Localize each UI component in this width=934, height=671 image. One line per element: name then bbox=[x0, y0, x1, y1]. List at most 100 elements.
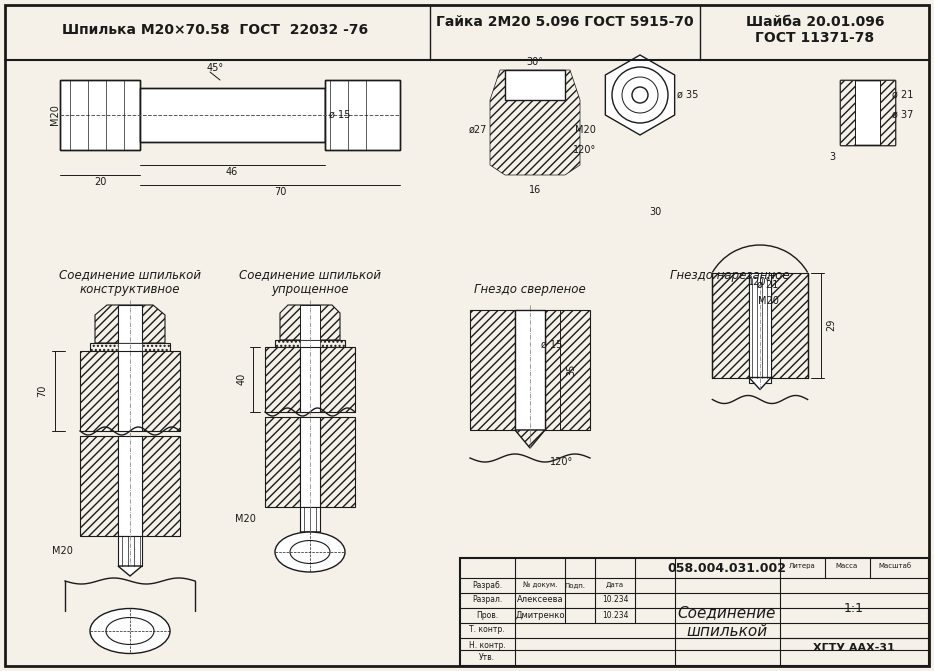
Bar bbox=[118, 536, 142, 566]
Text: М20: М20 bbox=[234, 514, 255, 524]
Bar bbox=[60, 80, 140, 150]
Polygon shape bbox=[320, 417, 355, 507]
Bar bbox=[840, 80, 895, 145]
Text: Масштаб: Масштаб bbox=[879, 563, 912, 569]
Ellipse shape bbox=[106, 617, 154, 645]
Text: 40: 40 bbox=[237, 373, 247, 385]
Bar bbox=[275, 340, 345, 347]
Text: Разрал.: Разрал. bbox=[472, 595, 502, 605]
Bar bbox=[840, 80, 855, 145]
Text: Шпилька М20×70.58  ГОСТ  22032 -76: Шпилька М20×70.58 ГОСТ 22032 -76 bbox=[62, 23, 368, 37]
Text: Масса: Масса bbox=[836, 563, 858, 569]
Bar bbox=[460, 558, 929, 666]
Text: ø 21: ø 21 bbox=[892, 90, 913, 100]
Ellipse shape bbox=[90, 609, 170, 654]
Ellipse shape bbox=[275, 532, 345, 572]
Text: Подп.: Подп. bbox=[564, 582, 586, 588]
Text: Гнездо нарезанное: Гнездо нарезанное bbox=[671, 268, 790, 282]
Text: Соединение шпилькой: Соединение шпилькой bbox=[239, 268, 381, 282]
Text: 46: 46 bbox=[226, 167, 238, 177]
Text: 35: 35 bbox=[566, 364, 576, 376]
Polygon shape bbox=[545, 310, 590, 430]
Polygon shape bbox=[265, 347, 300, 412]
Text: 1:1: 1:1 bbox=[844, 601, 864, 615]
Bar bbox=[60, 80, 140, 150]
Circle shape bbox=[622, 77, 658, 113]
Text: М20: М20 bbox=[574, 125, 596, 135]
Text: Дмитренко: Дмитренко bbox=[516, 611, 565, 619]
Polygon shape bbox=[142, 351, 180, 431]
Text: ø 37: ø 37 bbox=[892, 110, 913, 120]
Text: Шайба 20.01.096: Шайба 20.01.096 bbox=[745, 15, 884, 29]
Text: 10.234: 10.234 bbox=[601, 611, 629, 619]
Text: 70: 70 bbox=[274, 187, 286, 197]
Text: Утв.: Утв. bbox=[479, 654, 495, 662]
Text: упрощенное: упрощенное bbox=[271, 282, 348, 295]
Text: М20: М20 bbox=[50, 105, 60, 125]
Text: М20: М20 bbox=[51, 546, 73, 556]
Text: 3: 3 bbox=[829, 152, 835, 162]
Polygon shape bbox=[118, 566, 142, 576]
Bar bbox=[118, 305, 142, 343]
Bar bbox=[300, 417, 320, 507]
Text: 20: 20 bbox=[93, 177, 106, 187]
Text: Гайка 2М20 5.096 ГОСТ 5915-70: Гайка 2М20 5.096 ГОСТ 5915-70 bbox=[436, 15, 694, 29]
Bar bbox=[118, 351, 142, 431]
Polygon shape bbox=[280, 305, 340, 340]
Text: 16: 16 bbox=[529, 185, 541, 195]
Polygon shape bbox=[605, 55, 674, 135]
Polygon shape bbox=[265, 417, 300, 507]
Bar bbox=[515, 310, 545, 430]
Text: 70: 70 bbox=[37, 384, 47, 397]
Polygon shape bbox=[749, 378, 771, 389]
Polygon shape bbox=[771, 272, 808, 378]
Text: ГОСТ 11371-78: ГОСТ 11371-78 bbox=[756, 31, 874, 45]
Polygon shape bbox=[300, 532, 320, 540]
Text: М20: М20 bbox=[757, 295, 778, 305]
Polygon shape bbox=[320, 347, 355, 412]
Text: Разраб.: Разраб. bbox=[472, 580, 502, 590]
Text: Соединение шпилькой: Соединение шпилькой bbox=[59, 268, 201, 282]
Polygon shape bbox=[470, 310, 515, 430]
Text: Т. контр.: Т. контр. bbox=[469, 625, 504, 635]
Bar bbox=[90, 343, 170, 351]
Bar bbox=[118, 343, 142, 351]
Text: № докум.: № докум. bbox=[523, 582, 558, 588]
Text: шпилькой: шпилькой bbox=[686, 623, 768, 639]
Bar bbox=[118, 436, 142, 536]
Text: Литера: Литера bbox=[788, 563, 815, 569]
Bar bbox=[300, 340, 320, 347]
Text: 10.234: 10.234 bbox=[601, 595, 629, 605]
Text: 30°: 30° bbox=[527, 57, 544, 67]
Bar bbox=[300, 347, 320, 412]
Polygon shape bbox=[490, 70, 580, 175]
Ellipse shape bbox=[290, 541, 330, 564]
Text: Гнездо сверленое: Гнездо сверленое bbox=[474, 284, 586, 297]
Text: Пров.: Пров. bbox=[476, 611, 498, 619]
Bar bbox=[880, 80, 895, 145]
Bar bbox=[840, 80, 895, 145]
Polygon shape bbox=[95, 305, 165, 343]
Text: Дата: Дата bbox=[606, 582, 624, 588]
Text: 058.004.031.002: 058.004.031.002 bbox=[668, 562, 786, 574]
Text: 120°: 120° bbox=[550, 457, 573, 467]
Bar bbox=[325, 80, 400, 150]
Text: 120°: 120° bbox=[748, 277, 771, 287]
Bar bbox=[505, 70, 565, 100]
Text: ø 21: ø 21 bbox=[757, 280, 779, 289]
Polygon shape bbox=[713, 272, 749, 378]
Text: Соединение: Соединение bbox=[678, 605, 776, 621]
Text: 120°: 120° bbox=[573, 145, 597, 155]
Text: ø 35: ø 35 bbox=[677, 90, 699, 100]
Bar bbox=[300, 507, 320, 532]
Text: ø 15: ø 15 bbox=[542, 340, 562, 350]
Bar bbox=[749, 272, 771, 382]
Polygon shape bbox=[142, 436, 180, 536]
Text: ХГТУ ААХ-31: ХГТУ ААХ-31 bbox=[814, 643, 895, 653]
Text: конструктивное: конструктивное bbox=[79, 282, 180, 295]
Text: 29: 29 bbox=[827, 319, 837, 331]
Polygon shape bbox=[515, 430, 545, 448]
Bar bbox=[140, 88, 325, 142]
Text: ø 15: ø 15 bbox=[330, 110, 350, 120]
Text: ø27: ø27 bbox=[469, 125, 488, 135]
